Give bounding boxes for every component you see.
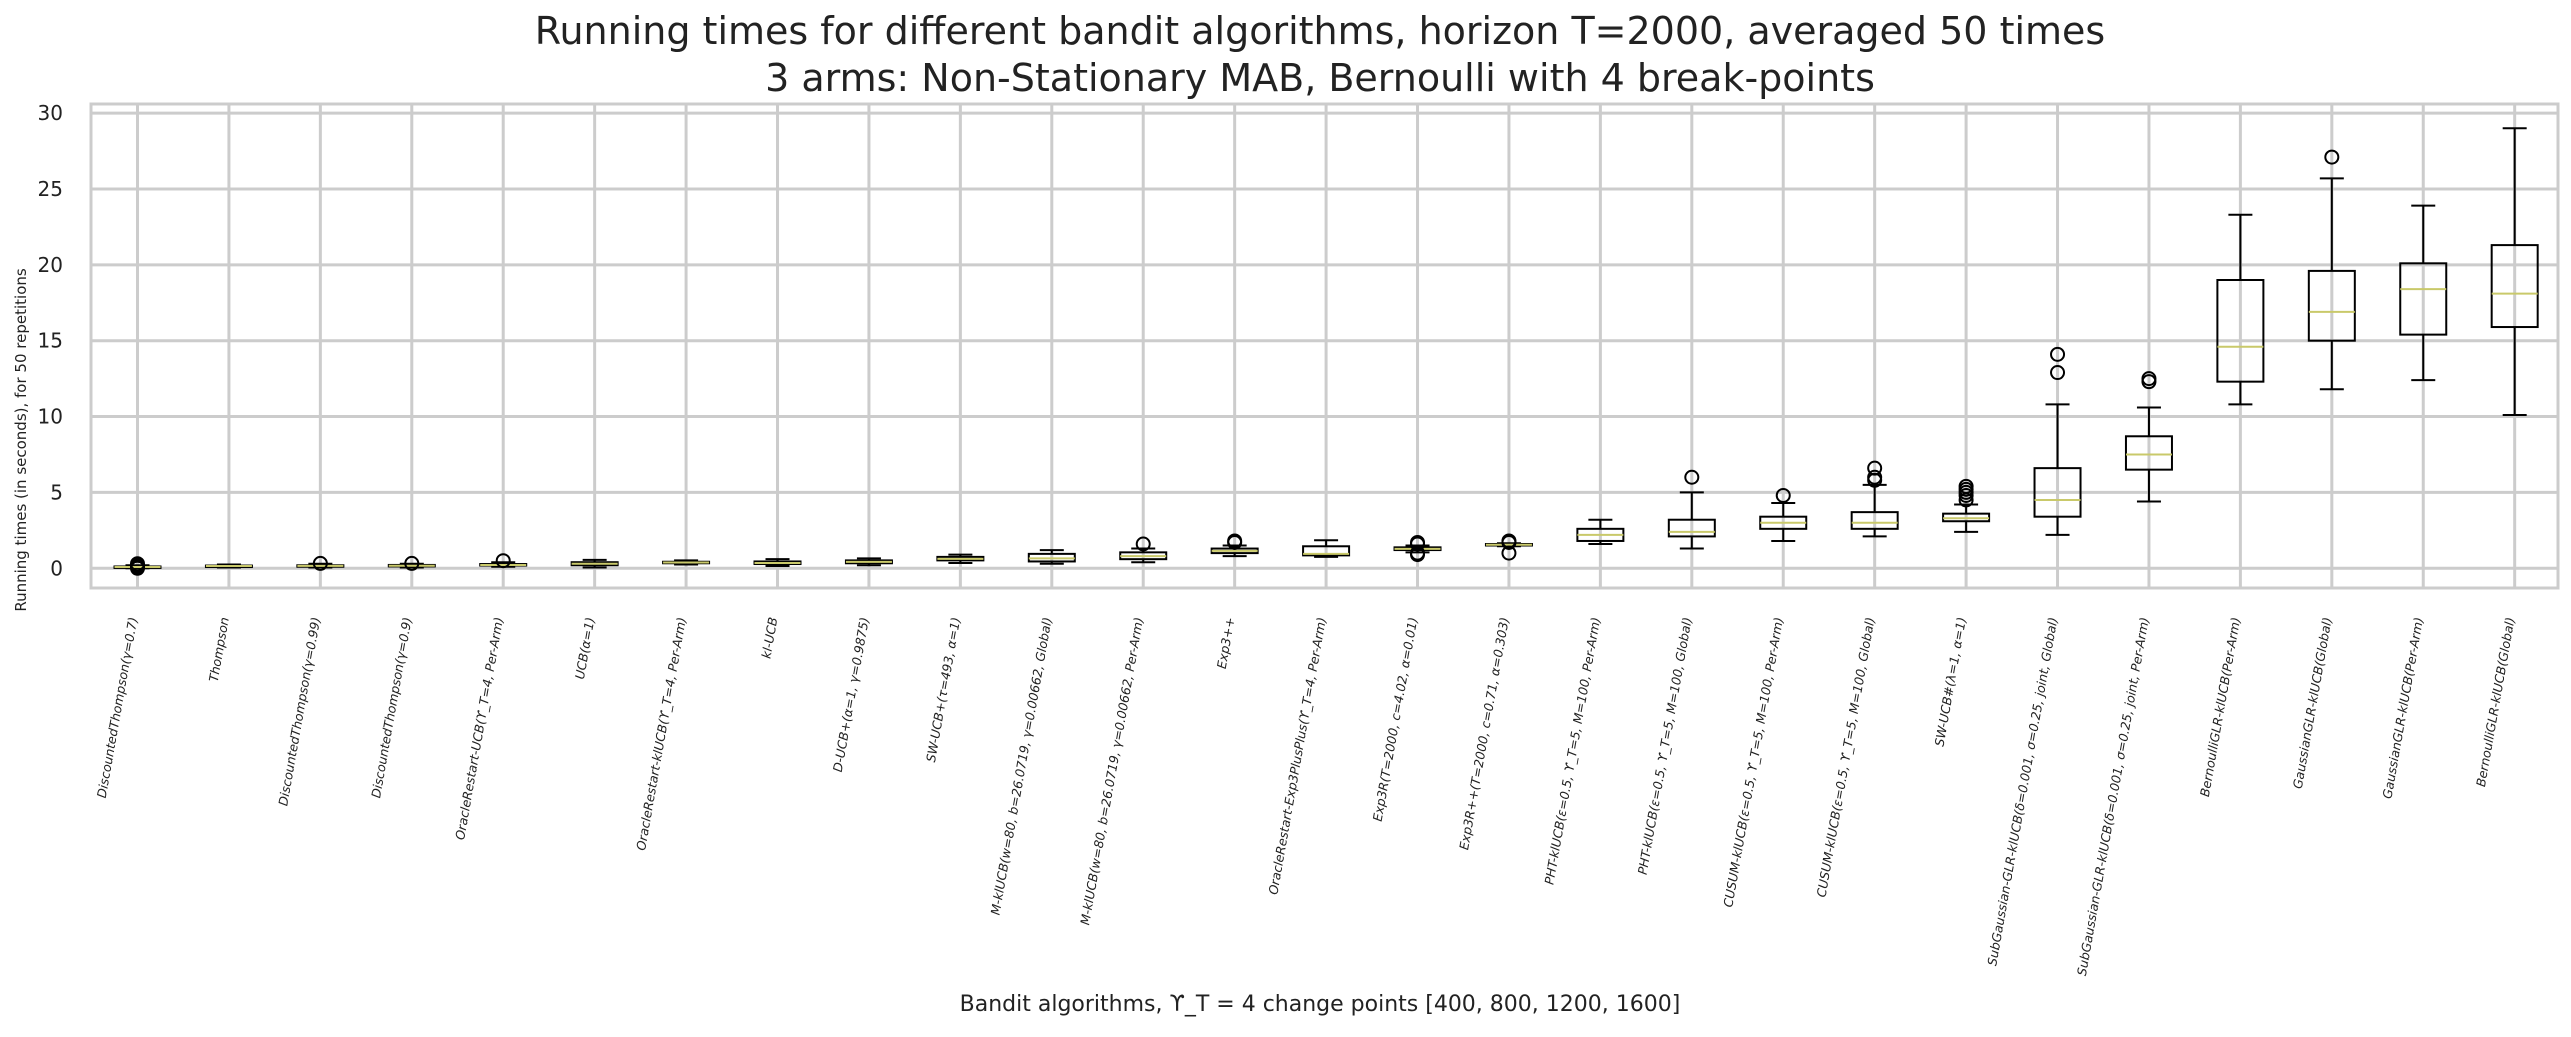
x-tick-label: SubGaussian-GLR-klUCB(δ=0.001, σ=0.25, j… xyxy=(2074,616,2152,977)
x-tick-label: kl-UCB xyxy=(758,616,780,660)
box xyxy=(1302,545,1351,557)
box xyxy=(1850,511,1899,530)
chart-title-line-2: 3 arms: Non-Stationary MAB, Bernoulli wi… xyxy=(765,56,1875,100)
y-tick-label: 10 xyxy=(38,405,63,429)
box xyxy=(2307,269,2356,342)
y-tick-label: 30 xyxy=(38,101,63,125)
box xyxy=(2216,279,2265,383)
x-tick-label: GaussianGLR-klUCB(Global) xyxy=(2290,616,2335,790)
x-tick-label: OracleRestart-Exp3PlusPlus(ϒ_T=4, Per-Ar… xyxy=(1265,616,1329,896)
x-tick-label: PHT-klUCB(ε=0.5, ϒ_T=5, M=100, Global) xyxy=(1635,616,1695,876)
x-tick-label: DiscountedThompson(γ=0.7) xyxy=(94,616,141,799)
outlier-point xyxy=(1684,469,1700,485)
x-tick-label: SW-UCB#(λ=1, α=1) xyxy=(1932,616,1970,748)
x-tick-label: GaussianGLR-klUCB(Per-Arm) xyxy=(2379,616,2426,800)
box xyxy=(2033,467,2082,518)
x-tick-label: M-klUCB(w=80, b=26.0719, γ=0.00662, Glob… xyxy=(988,616,1055,916)
outlier-point xyxy=(2050,346,2066,362)
outlier-point xyxy=(130,556,145,572)
x-tick-label: UCB(α=1) xyxy=(572,616,598,681)
x-tick-label: D-UCB+(α=1, γ=0.9875) xyxy=(830,616,872,773)
x-tick-label: BernoulliGLR-klUCB(Global) xyxy=(2473,616,2518,788)
x-tick-label: DiscountedThompson(γ=0.9) xyxy=(368,616,415,799)
x-tick-label: DiscountedThompson(γ=0.99) xyxy=(275,616,323,807)
x-tick-label: OracleRestart-klUCB(ϒ_T=4, Per-Arm) xyxy=(633,616,689,852)
outlier-point xyxy=(1867,460,1883,476)
x-tick-label: SW-UCB+(τ=493, α=1) xyxy=(923,616,963,763)
x-tick-label: Exp3R(T=2000, c=4.02, α=0.01) xyxy=(1370,616,1421,823)
outlier-point xyxy=(2141,371,2157,387)
outlier-point xyxy=(1410,545,1426,561)
outlier-point xyxy=(1867,469,1883,485)
x-tick-label: CUSUM-klUCB(ε=0.5, ϒ_T=5, M=100, Global) xyxy=(1814,616,1878,898)
outlier-point xyxy=(1775,487,1791,503)
outlier-point xyxy=(312,555,328,571)
plot-frame xyxy=(89,102,2560,590)
outlier-point xyxy=(1410,534,1426,550)
outlier-point xyxy=(1227,533,1243,549)
x-tick-label: BernoulliGLR-klUCB(Per-Arm) xyxy=(2197,616,2243,798)
chart-title-line-1: Running times for different bandit algor… xyxy=(535,9,2105,53)
y-tick-label: 5 xyxy=(50,480,63,504)
outlier-point xyxy=(495,553,511,569)
y-tick-label: 15 xyxy=(38,329,63,353)
y-tick-label: 0 xyxy=(50,556,63,580)
x-tick-label: M-klUCB(w=80, b=26.0719, γ=0.00662, Per-… xyxy=(1077,616,1146,926)
x-tick-label: Thompson xyxy=(206,616,232,683)
x-tick-label: CUSUM-klUCB(ε=0.5, ϒ_T=5, M=100, Per-Arm… xyxy=(1720,616,1786,908)
x-tick-label: Exp3R++(T=2000, c=0.71, α=0.303) xyxy=(1456,616,1512,851)
box xyxy=(2399,262,2448,336)
box xyxy=(1667,518,1716,538)
y-axis-label: Running times (in seconds), for 50 repet… xyxy=(12,268,30,612)
box xyxy=(2124,435,2173,471)
plot-area: 0 5 10 15 20 25 30 DiscountedThompson(γ=0.7) Tho… xyxy=(38,101,2560,977)
x-tick-label: Exp3++ xyxy=(1214,616,1238,670)
outlier-point xyxy=(404,555,420,571)
x-tick-label: OracleRestart-UCB(ϒ_T=4, Per-Arm) xyxy=(452,616,506,841)
outlier-point xyxy=(1958,478,1974,494)
outlier-point xyxy=(2050,365,2066,381)
outlier-point xyxy=(2324,149,2340,165)
outlier-point xyxy=(1135,536,1151,552)
x-tick-label: PHT-klUCB(ε=0.5, ϒ_T=5, M=100, Per-Arm) xyxy=(1541,616,1603,886)
outlier-point xyxy=(1501,533,1517,549)
box xyxy=(2490,244,2539,329)
y-tick-label: 25 xyxy=(38,177,63,201)
y-tick-label: 20 xyxy=(38,253,63,277)
x-tick-label: SubGaussian-GLR-klUCB(δ=0.001, σ=0.25, j… xyxy=(1984,616,2060,967)
plot-background xyxy=(91,104,2558,588)
x-axis-label: Bandit algorithms, ϒ_T = 4 change points… xyxy=(960,992,1681,1017)
